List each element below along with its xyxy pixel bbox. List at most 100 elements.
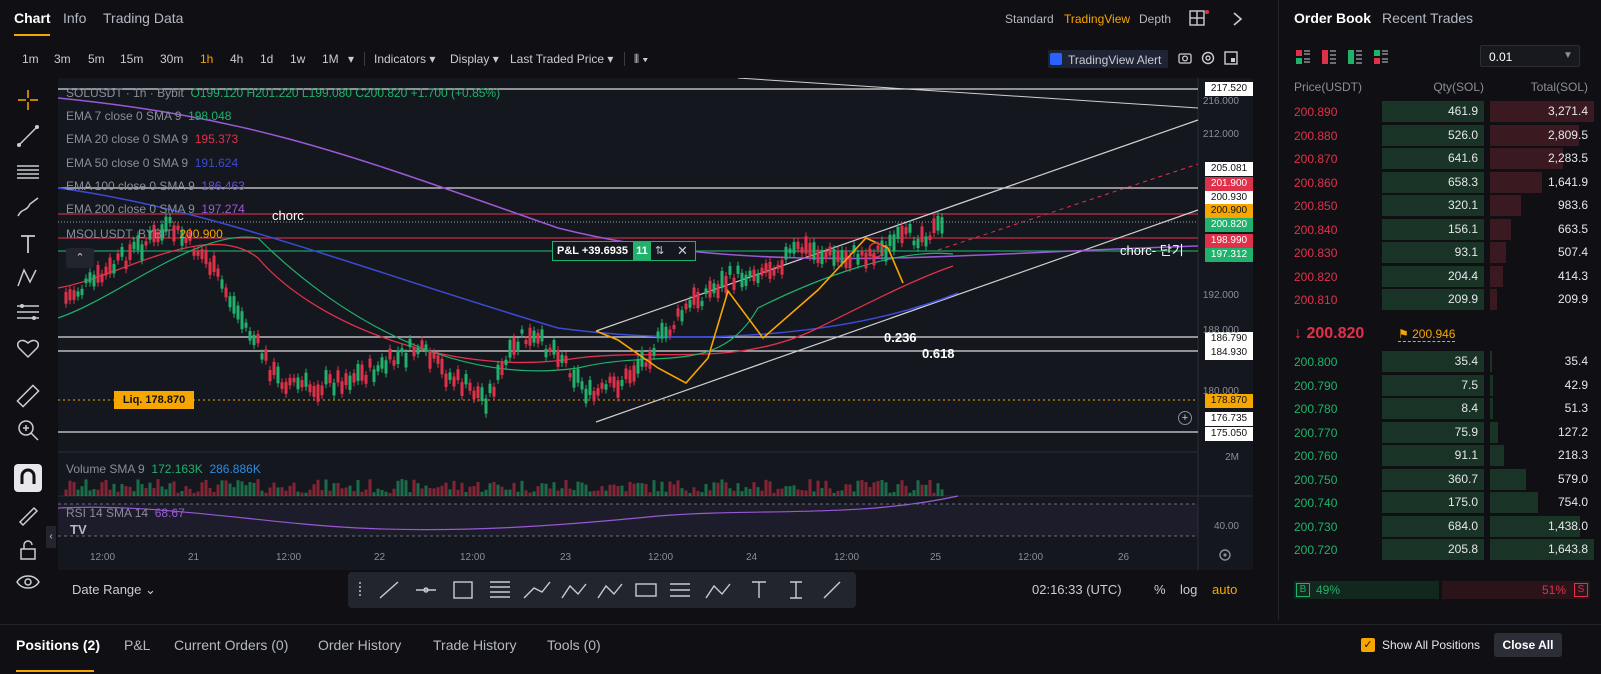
camera-icon[interactable] bbox=[1178, 51, 1192, 68]
bid-row[interactable]: 200.780 8.4 51.3 bbox=[1282, 397, 1601, 420]
tradingview-alert-button[interactable]: TradingView Alert bbox=[1048, 50, 1168, 68]
candle-body bbox=[600, 382, 604, 389]
bid-row[interactable]: 200.770 75.9 127.2 bbox=[1282, 421, 1601, 444]
tab-chart[interactable]: Chart bbox=[14, 10, 51, 26]
bid-row[interactable]: 200.750 360.7 579.0 bbox=[1282, 468, 1601, 491]
bid-row[interactable]: 200.720 205.8 1,643.8 bbox=[1282, 538, 1601, 561]
add-alert-icon[interactable]: + bbox=[1178, 411, 1192, 425]
candle-body bbox=[136, 235, 140, 251]
axis-settings-icon[interactable] bbox=[1218, 548, 1232, 565]
collapse-sidebar-icon[interactable]: ‹ bbox=[46, 526, 56, 548]
volume-bar bbox=[228, 483, 232, 496]
tf-1d[interactable]: 1d bbox=[260, 52, 274, 66]
measure-icon[interactable] bbox=[14, 298, 42, 326]
tab-current-orders[interactable]: Current Orders (0) bbox=[174, 637, 289, 653]
price-axis-label: 2M bbox=[1225, 452, 1239, 463]
legend-ema50: EMA 50 close 0 SMA 9 191.624 bbox=[66, 156, 239, 170]
bid-row[interactable]: 200.800 35.4 35.4 bbox=[1282, 350, 1601, 373]
horizontal-lines-icon[interactable] bbox=[14, 158, 42, 186]
magnet-icon[interactable] bbox=[14, 464, 42, 492]
tf-3m[interactable]: 3m bbox=[54, 52, 71, 66]
price-cell: 200.740 bbox=[1294, 496, 1338, 510]
tab-order-book[interactable]: Order Book bbox=[1294, 10, 1372, 26]
book-view-asks-icon[interactable] bbox=[1322, 50, 1336, 67]
rsi-band-fill bbox=[58, 504, 1198, 536]
tick-size-select[interactable]: 0.01 ▼ bbox=[1480, 45, 1580, 67]
tf-1w[interactable]: 1w bbox=[290, 52, 306, 66]
candle-body bbox=[108, 257, 112, 274]
tf-5m[interactable]: 5m bbox=[88, 52, 105, 66]
volume-bar bbox=[488, 483, 492, 496]
last-traded-price-button[interactable]: Last Traded Price ▾ bbox=[510, 52, 614, 66]
tab-positions[interactable]: Positions (2) bbox=[16, 637, 101, 653]
qty-cell: 156.1 bbox=[1382, 218, 1484, 240]
ask-row[interactable]: 200.830 93.1 507.4 bbox=[1282, 241, 1601, 264]
percent-scale-toggle[interactable]: % bbox=[1154, 582, 1166, 597]
show-all-checkbox[interactable]: ✓ bbox=[1361, 638, 1375, 652]
layout-grid-icon[interactable] bbox=[1189, 10, 1205, 29]
indicators-button[interactable]: Indicators ▾ bbox=[374, 52, 436, 66]
bid-row[interactable]: 200.760 91.1 218.3 bbox=[1282, 444, 1601, 467]
ask-row[interactable]: 200.870 641.6 2,283.5 bbox=[1282, 147, 1601, 170]
ask-row[interactable]: 200.860 658.3 1,641.9 bbox=[1282, 171, 1601, 194]
chart-type-icon[interactable]: ⫴ ▾ bbox=[634, 52, 649, 66]
price-chart[interactable]: SOLUSDT · 1h · Bybit O199.120 H201.220 L… bbox=[58, 78, 1253, 570]
ask-row[interactable]: 200.880 526.0 2,809.5 bbox=[1282, 124, 1601, 147]
book-view-bids-icon[interactable] bbox=[1348, 50, 1362, 67]
collapse-legend-icon[interactable]: ⌃ bbox=[66, 248, 94, 268]
eye-icon[interactable] bbox=[14, 568, 42, 596]
lock-icon[interactable] bbox=[14, 536, 42, 564]
book-view-both-icon[interactable] bbox=[1296, 50, 1310, 67]
heart-icon[interactable] bbox=[14, 334, 42, 362]
tab-recent-trades[interactable]: Recent Trades bbox=[1382, 10, 1474, 26]
date-range-button[interactable]: Date Range ⌄ bbox=[72, 582, 156, 597]
tf-15m[interactable]: 15m bbox=[120, 52, 144, 66]
tab-info[interactable]: Info bbox=[63, 10, 87, 26]
volume-bar bbox=[812, 491, 816, 496]
tab-trade-history[interactable]: Trade History bbox=[433, 637, 517, 653]
text-tool-icon[interactable] bbox=[14, 230, 42, 258]
log-scale-toggle[interactable]: log bbox=[1180, 582, 1198, 597]
ask-row[interactable]: 200.820 204.4 414.3 bbox=[1282, 265, 1601, 288]
tab-trading-data[interactable]: Trading Data bbox=[103, 10, 184, 26]
tf-4h[interactable]: 4h bbox=[230, 52, 244, 66]
rsi-legend: RSI 14 SMA 14 68.67 bbox=[66, 506, 185, 520]
view-depth[interactable]: Depth bbox=[1139, 12, 1172, 26]
book-view-alt-icon[interactable] bbox=[1374, 50, 1388, 67]
ask-row[interactable]: 200.810 209.9 209.9 bbox=[1282, 288, 1601, 311]
reverse-icon[interactable]: ⇅ bbox=[655, 245, 665, 257]
lock-drawing-icon[interactable] bbox=[14, 500, 42, 528]
ruler-icon[interactable] bbox=[14, 382, 42, 410]
auto-scale-toggle[interactable]: auto bbox=[1212, 582, 1238, 597]
tf-1m[interactable]: 1m bbox=[22, 52, 39, 66]
trend-line-icon[interactable] bbox=[14, 122, 42, 150]
bid-row[interactable]: 200.790 7.5 42.9 bbox=[1282, 374, 1601, 397]
tf-1h[interactable]: 1h bbox=[200, 52, 214, 66]
pnl-position-tag[interactable]: P&L +39.6935 11 ⇅ ✕ bbox=[552, 241, 696, 261]
tab-pnl[interactable]: P&L bbox=[124, 637, 151, 653]
tf-1M[interactable]: 1M bbox=[322, 52, 339, 66]
brush-icon[interactable] bbox=[14, 194, 42, 222]
more-timeframes-icon[interactable]: ▾ bbox=[348, 52, 355, 66]
bid-row[interactable]: 200.740 175.0 754.0 bbox=[1282, 491, 1601, 514]
tab-tools[interactable]: Tools (0) bbox=[547, 637, 601, 653]
close-position-icon[interactable]: ✕ bbox=[677, 243, 688, 258]
volume-bar bbox=[880, 479, 884, 496]
bid-row[interactable]: 200.730 684.0 1,438.0 bbox=[1282, 515, 1601, 538]
pattern-icon[interactable] bbox=[14, 264, 42, 292]
close-all-button[interactable]: Close All bbox=[1494, 633, 1562, 657]
crosshair-icon[interactable] bbox=[14, 86, 42, 114]
fullscreen-icon[interactable] bbox=[1224, 51, 1238, 68]
expand-icon[interactable] bbox=[1230, 9, 1246, 32]
tf-30m[interactable]: 30m bbox=[160, 52, 184, 66]
view-standard[interactable]: Standard bbox=[1005, 12, 1054, 26]
ask-row[interactable]: 200.850 320.1 983.6 bbox=[1282, 194, 1601, 217]
tab-order-history[interactable]: Order History bbox=[318, 637, 402, 653]
settings-gear-icon[interactable] bbox=[1201, 51, 1215, 68]
drawing-toolbar-icons[interactable] bbox=[348, 572, 856, 608]
zoom-in-icon[interactable] bbox=[14, 416, 42, 444]
view-tradingview[interactable]: TradingView bbox=[1064, 12, 1131, 26]
ask-row[interactable]: 200.840 156.1 663.5 bbox=[1282, 218, 1601, 241]
ask-row[interactable]: 200.890 461.9 3,271.4 bbox=[1282, 100, 1601, 123]
display-button[interactable]: Display ▾ bbox=[450, 52, 499, 66]
